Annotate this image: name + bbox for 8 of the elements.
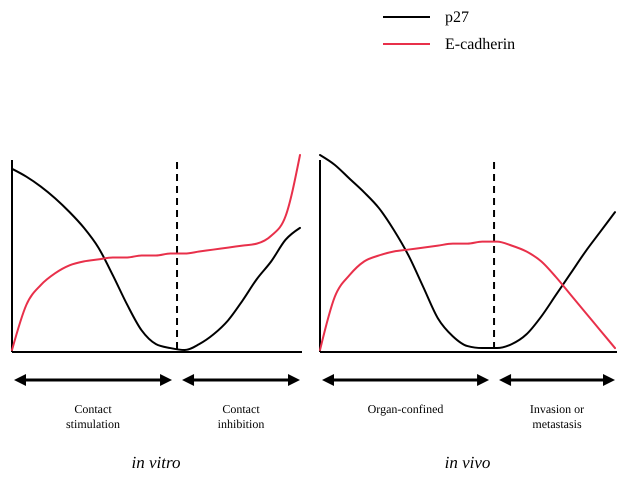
x-axis-title: in vitro — [132, 453, 180, 472]
legend-label: p27 — [445, 9, 469, 26]
text: Organ-confined — [368, 402, 444, 416]
x-axis-title: in vivo — [444, 453, 490, 472]
legend-label: E-cadherin — [445, 36, 516, 53]
text: Contact stimulation — [66, 402, 120, 431]
text: Contact inhibition — [218, 402, 264, 431]
text: Invasion or metastasis — [530, 402, 584, 431]
